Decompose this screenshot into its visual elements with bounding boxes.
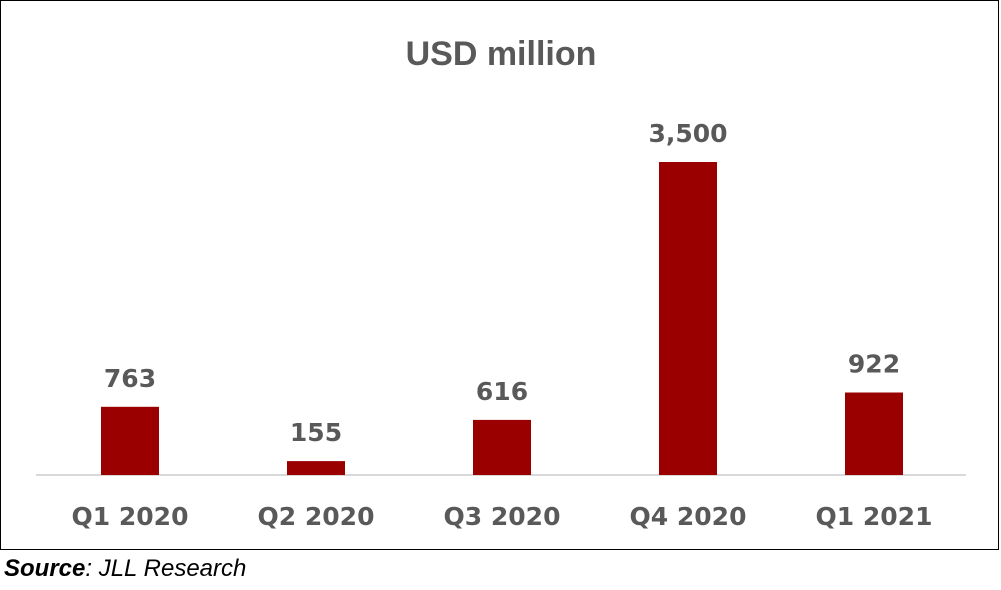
chart-frame: USD million 763 155 616 3,500 922 Q1 2020 Q2 … <box>0 0 999 550</box>
x-tick-label-q2-2020: Q2 2020 <box>258 502 375 531</box>
x-tick-label-q4-2020: Q4 2020 <box>630 502 747 531</box>
bars-group <box>101 162 903 475</box>
x-tick-labels-group: Q1 2020 Q2 2020 Q3 2020 Q4 2020 Q1 2021 <box>72 502 933 531</box>
bar-q1-2021 <box>845 392 903 475</box>
bar-q1-2020 <box>101 406 159 475</box>
data-labels-group: 763 155 616 3,500 922 <box>104 119 900 447</box>
x-tick-label-q3-2020: Q3 2020 <box>444 502 561 531</box>
data-label-q1-2020: 763 <box>104 364 156 393</box>
x-tick-label-q1-2020: Q1 2020 <box>72 502 189 531</box>
data-label-q3-2020: 616 <box>476 377 528 406</box>
source-label: Source <box>4 555 86 582</box>
data-label-q2-2020: 155 <box>290 418 342 447</box>
data-label-q1-2021: 922 <box>848 350 900 379</box>
bar-chart: USD million 763 155 616 3,500 922 Q1 2020 Q2 … <box>36 35 966 531</box>
bar-q2-2020 <box>287 461 345 475</box>
bar-q4-2020 <box>659 162 717 475</box>
source-note: Source: JLL Research <box>4 555 246 583</box>
source-text: : JLL Research <box>85 555 247 582</box>
bar-q3-2020 <box>473 419 531 475</box>
data-label-q4-2020: 3,500 <box>648 119 727 148</box>
chart-title: USD million <box>406 35 597 73</box>
x-tick-label-q1-2021: Q1 2021 <box>816 502 933 531</box>
